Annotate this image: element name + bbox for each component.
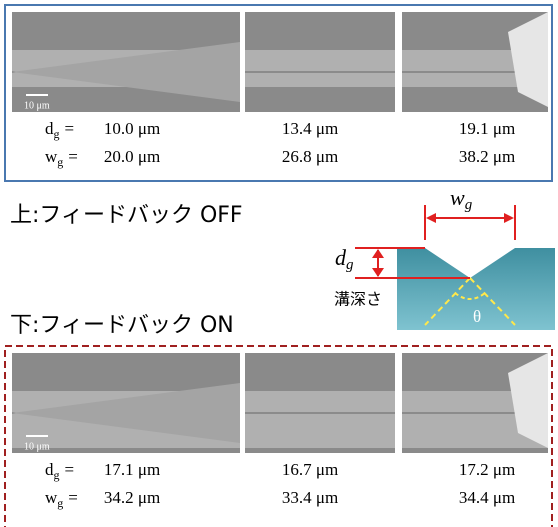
groove-diagram: wg dg 溝深さ θ bbox=[334, 185, 555, 330]
row-symbol: wg = bbox=[45, 488, 78, 510]
top-label: 上:フィードバック OFF bbox=[10, 203, 243, 228]
subscript: g bbox=[57, 155, 63, 169]
value: 34.4 μm bbox=[459, 488, 515, 507]
bottom-label: 下:フィードバック ON bbox=[10, 313, 234, 338]
width-symbol: wg bbox=[450, 185, 473, 213]
value: 26.8 μm bbox=[282, 147, 338, 166]
operator: = bbox=[68, 147, 78, 166]
sem-band bbox=[245, 50, 395, 87]
scale-label: 10 μm bbox=[24, 100, 50, 111]
symbol: w bbox=[45, 488, 58, 507]
value: 38.2 μm bbox=[459, 147, 515, 166]
value: 10.0 μm bbox=[104, 119, 160, 138]
subscript: g bbox=[346, 257, 354, 273]
value: 19.1 μm bbox=[459, 119, 515, 138]
sem-band bbox=[245, 391, 395, 448]
value: 17.2 μm bbox=[459, 460, 515, 479]
row-symbol: dg= bbox=[45, 119, 74, 141]
arrow-head bbox=[426, 213, 436, 223]
depth-label: 溝深さ bbox=[334, 290, 382, 309]
value: 16.7 μm bbox=[282, 460, 338, 479]
row-symbol: wg = bbox=[45, 147, 78, 169]
value: 34.2 μm bbox=[104, 488, 160, 507]
subscript: g bbox=[54, 468, 60, 482]
operator: = bbox=[68, 488, 78, 507]
arrow-head bbox=[372, 268, 384, 277]
subscript: g bbox=[57, 496, 63, 510]
figure: 上:フィードバック OFF 下:フィードバック ON wg dg 溝深さ θ 1… bbox=[0, 0, 558, 527]
angle-label: θ bbox=[473, 307, 481, 326]
scale-label: 10 μm bbox=[24, 441, 50, 452]
arrow-head bbox=[504, 213, 514, 223]
operator: = bbox=[65, 460, 75, 479]
symbol: w bbox=[45, 147, 58, 166]
value: 13.4 μm bbox=[282, 119, 338, 138]
symbol: w bbox=[450, 185, 465, 210]
value: 20.0 μm bbox=[104, 147, 160, 166]
row-symbol: dg= bbox=[45, 460, 74, 482]
subscript: g bbox=[465, 197, 473, 213]
value: 33.4 μm bbox=[282, 488, 338, 507]
value: 17.1 μm bbox=[104, 460, 160, 479]
operator: = bbox=[65, 119, 75, 138]
arrow-head bbox=[372, 249, 384, 258]
depth-symbol: dg bbox=[335, 245, 354, 273]
subscript: g bbox=[54, 127, 60, 141]
